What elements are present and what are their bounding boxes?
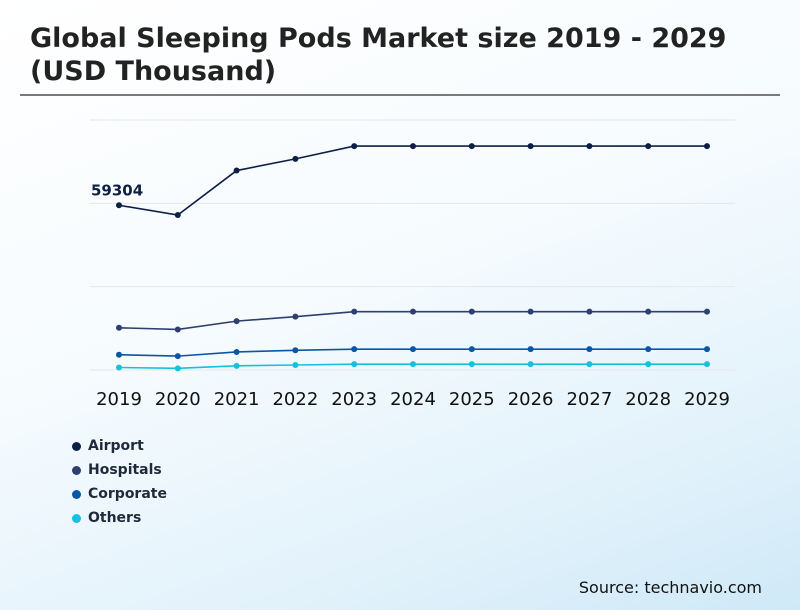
line-chart: 59304 2019 2020 2021 2022 2023 2024 2025 2026 20… — [90, 119, 735, 410]
source-credit: Source: technavio.com — [578, 578, 762, 597]
x-tick-label-2023: 2023 — [331, 389, 377, 410]
x-tick-label-2026: 2026 — [508, 389, 554, 410]
legend-label-airport: Airport — [88, 438, 144, 454]
data-point-corporate-2025 — [468, 346, 475, 353]
data-point-others-2019 — [116, 364, 122, 371]
data-point-others-2024 — [410, 361, 416, 368]
legend-label-hospitals: Hospitals — [88, 462, 162, 478]
series-line-airport — [118, 145, 707, 216]
series-lines — [116, 143, 710, 372]
data-point-airport-2022 — [292, 155, 299, 162]
x-tick-label-2019: 2019 — [96, 389, 142, 410]
legend: Airport Hospitals Corporate Others — [72, 434, 167, 530]
data-point-hospitals-2024 — [410, 308, 416, 315]
data-point-airport-2019 — [116, 202, 122, 209]
data-point-hospitals-2025 — [468, 308, 475, 315]
x-tick-label-2028: 2028 — [625, 389, 671, 410]
data-point-others-2026 — [527, 361, 534, 368]
data-point-hospitals-2026 — [527, 308, 534, 315]
legend-marker-hospitals — [72, 465, 81, 475]
data-point-corporate-2029 — [704, 346, 710, 353]
legend-item-others: Others — [72, 506, 167, 530]
x-tick-label-2022: 2022 — [272, 389, 318, 410]
annotations: 59304 — [91, 181, 143, 199]
data-point-corporate-2024 — [410, 346, 416, 353]
data-point-others-2029 — [704, 361, 710, 368]
data-point-airport-2029 — [704, 143, 710, 150]
data-point-airport-2025 — [468, 143, 475, 150]
data-point-others-2022 — [292, 362, 299, 368]
data-point-corporate-2027 — [586, 346, 593, 353]
data-point-corporate-2028 — [645, 346, 652, 353]
data-point-corporate-2019 — [116, 351, 122, 358]
data-point-corporate-2022 — [292, 347, 299, 354]
data-point-corporate-2026 — [527, 346, 534, 353]
data-point-others-2025 — [468, 361, 475, 368]
legend-marker-airport — [72, 441, 81, 451]
legend-label-others: Others — [88, 510, 142, 526]
data-point-hospitals-2021 — [233, 318, 240, 325]
legend-marker-corporate — [72, 489, 81, 499]
x-tick-label-2020: 2020 — [155, 389, 201, 410]
x-tick-label-2024: 2024 — [390, 389, 436, 410]
data-point-airport-2024 — [410, 143, 416, 150]
chart-title: Global Sleeping Pods Market size 2019 - … — [30, 23, 727, 87]
data-point-others-2020 — [174, 365, 181, 372]
data-point-airport-2028 — [645, 143, 652, 150]
data-point-airport-2026 — [527, 143, 534, 150]
legend-marker-others — [72, 513, 81, 523]
data-point-others-2023 — [351, 361, 358, 368]
x-tick-label-2021: 2021 — [214, 389, 260, 410]
x-tick-label-2025: 2025 — [449, 389, 495, 410]
data-point-hospitals-2023 — [351, 308, 358, 315]
legend-item-airport: Airport — [72, 434, 167, 458]
data-point-others-2021 — [233, 362, 240, 369]
data-point-corporate-2021 — [233, 348, 240, 355]
data-point-hospitals-2027 — [586, 308, 593, 315]
data-point-corporate-2020 — [174, 353, 181, 360]
legend-item-hospitals: Hospitals — [72, 458, 167, 482]
data-point-corporate-2023 — [351, 346, 358, 353]
data-point-hospitals-2029 — [704, 308, 710, 315]
data-label-0: 59304 — [91, 181, 143, 199]
data-point-hospitals-2028 — [645, 308, 652, 315]
legend-label-corporate: Corporate — [88, 486, 167, 502]
data-point-airport-2027 — [586, 143, 593, 150]
data-point-airport-2023 — [351, 143, 358, 150]
legend-item-corporate: Corporate — [72, 482, 167, 506]
data-point-hospitals-2019 — [116, 324, 122, 331]
gridlines — [90, 119, 735, 371]
data-point-airport-2020 — [174, 212, 181, 218]
data-point-hospitals-2020 — [174, 326, 181, 333]
x-tick-label-2029: 2029 — [684, 389, 730, 410]
data-point-airport-2021 — [233, 167, 240, 174]
x-tick-label-2027: 2027 — [566, 389, 612, 410]
data-point-hospitals-2022 — [292, 313, 299, 320]
data-point-others-2027 — [586, 361, 593, 368]
data-point-others-2028 — [645, 361, 652, 368]
x-axis-ticks: 2019 2020 2021 2022 2023 2024 2025 2026 2027 2028… — [96, 389, 730, 410]
title-divider — [20, 94, 780, 96]
